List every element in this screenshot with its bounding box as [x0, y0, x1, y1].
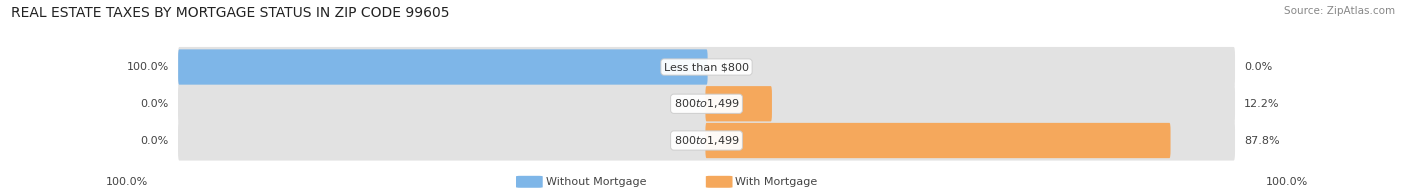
Text: Less than $800: Less than $800	[664, 62, 749, 72]
Text: 12.2%: 12.2%	[1244, 99, 1279, 109]
Text: Without Mortgage: Without Mortgage	[546, 177, 645, 187]
FancyBboxPatch shape	[179, 121, 1234, 161]
Text: 0.0%: 0.0%	[141, 99, 169, 109]
Text: 100.0%: 100.0%	[105, 177, 148, 187]
Text: 87.8%: 87.8%	[1244, 135, 1279, 145]
Text: REAL ESTATE TAXES BY MORTGAGE STATUS IN ZIP CODE 99605: REAL ESTATE TAXES BY MORTGAGE STATUS IN …	[11, 6, 450, 20]
Text: 100.0%: 100.0%	[1265, 177, 1308, 187]
FancyBboxPatch shape	[179, 47, 1234, 87]
FancyBboxPatch shape	[706, 123, 1171, 158]
Text: $800 to $1,499: $800 to $1,499	[673, 97, 740, 110]
Text: With Mortgage: With Mortgage	[735, 177, 817, 187]
Text: 0.0%: 0.0%	[1244, 62, 1272, 72]
FancyBboxPatch shape	[706, 86, 772, 121]
FancyBboxPatch shape	[179, 49, 707, 85]
FancyBboxPatch shape	[179, 84, 1234, 124]
Text: $800 to $1,499: $800 to $1,499	[673, 134, 740, 147]
Text: 100.0%: 100.0%	[127, 62, 169, 72]
Text: Source: ZipAtlas.com: Source: ZipAtlas.com	[1284, 6, 1395, 16]
Text: 0.0%: 0.0%	[141, 135, 169, 145]
